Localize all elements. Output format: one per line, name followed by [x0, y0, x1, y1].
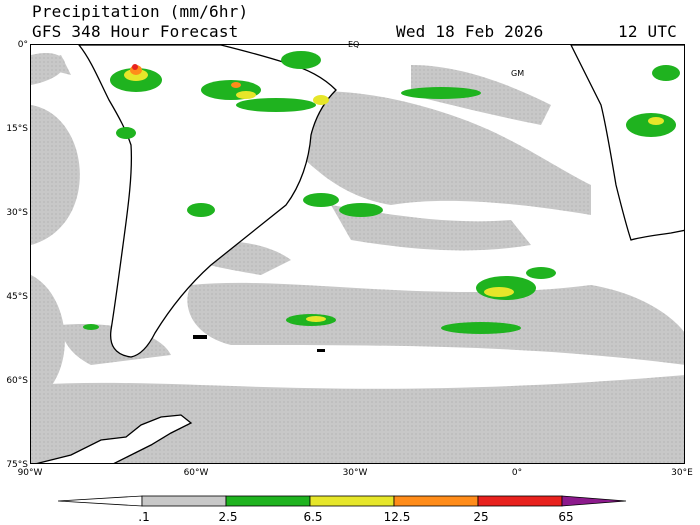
islands — [193, 335, 325, 352]
colorbar-label-0.1: .1 — [138, 510, 150, 524]
valid-date: Wed 18 Feb 2026 — [396, 22, 544, 41]
precipitation-map — [30, 44, 685, 464]
colorbar-segment-4 — [393, 495, 479, 507]
colorbar-label-65: 65 — [558, 510, 574, 524]
red-precip-layer — [132, 64, 138, 70]
colorbar-segment-2 — [225, 495, 311, 507]
colorbar-segment-1 — [141, 495, 227, 507]
lat-label-30s: 30°S — [6, 208, 28, 218]
lon-label-60w: 60°W — [183, 468, 209, 478]
yellow-precip-layer — [124, 69, 664, 322]
colorbar-label-25: 25 — [473, 510, 489, 524]
precipitation-colorbar — [58, 495, 627, 507]
colorbar-segment-3 — [309, 495, 395, 507]
valid-time: 12 UTC — [618, 22, 677, 41]
colorbar-label-2.5: 2.5 — [218, 510, 238, 524]
south-america-outline — [78, 45, 337, 358]
colorbar-segment-6 — [561, 495, 627, 507]
lat-label-0: 0° — [17, 40, 28, 50]
lon-label-30e: 30°E — [671, 468, 693, 478]
lat-label-45s: 45°S — [6, 292, 28, 302]
lat-label-15s: 15°S — [6, 124, 28, 134]
lon-label-30w: 30°W — [342, 468, 368, 478]
greenwich-marker: GM — [511, 69, 525, 78]
colorbar-label-6.5: 6.5 — [303, 510, 323, 524]
colorbar-label-12.5: 12.5 — [383, 510, 411, 524]
africa-outline — [570, 45, 684, 241]
lon-label-0: 0° — [511, 468, 523, 478]
lat-label-75s: 75°S — [6, 460, 28, 470]
equator-marker: EQ — [348, 40, 360, 49]
lon-label-90w: 90°W — [17, 468, 43, 478]
lat-label-60s: 60°S — [6, 376, 28, 386]
chart-title: Precipitation (mm/6hr) — [32, 2, 249, 21]
colorbar-segment-0 — [58, 495, 143, 507]
antarctica-outline — [36, 414, 193, 463]
map-canvas — [31, 45, 684, 463]
forecast-subtitle: GFS 348 Hour Forecast — [32, 22, 239, 41]
colorbar-segment-5 — [477, 495, 563, 507]
